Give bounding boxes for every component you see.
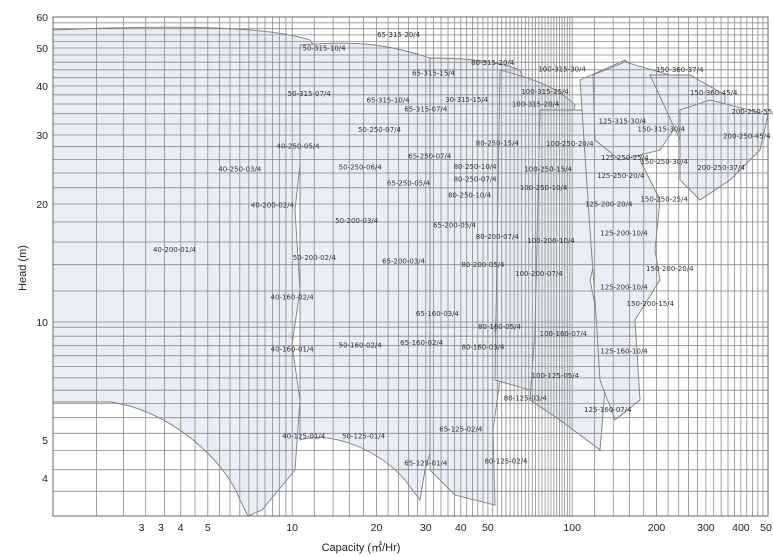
plot-frame: [52, 16, 769, 517]
pump-model-label: 80-125-02/4: [484, 458, 528, 466]
pump-model-label: 65-125-01/4: [404, 460, 448, 468]
pump-model-label: 50-200-03/4: [335, 217, 379, 225]
pump-labels: 40-125-01/4 40-160-01/4 40-160-02/4 40-200-…: [153, 31, 773, 468]
pump-model-label: 40-160-02/4: [271, 294, 315, 302]
pump-model-label: 65-315-15/4: [412, 69, 456, 77]
pump-model-label: 80-250-15/4: [476, 140, 520, 148]
pump-model-label: 150-360-45/4: [690, 89, 738, 97]
pump-region: [52, 26, 331, 517]
pump-model-label: 80-200-07/4: [476, 233, 520, 241]
x-tick-label: 100: [563, 522, 581, 534]
pump-model-label: 125-315-30/4: [599, 118, 647, 126]
pump-model-label: 65-315-07/4: [404, 106, 448, 114]
pump-model-label: 65-315-20/4: [377, 31, 421, 39]
pump-model-label: 65-250-07/4: [408, 153, 452, 161]
pump-model-label: 100-315-20/4: [512, 100, 560, 108]
x-tick-label: 40: [455, 522, 467, 534]
x-tick-label: 3: [139, 522, 145, 534]
y-tick-label: 20: [36, 199, 48, 211]
x-tick-label: 200: [648, 522, 666, 534]
pump-model-label: 50-250-06/4: [339, 164, 383, 172]
pump-model-label: 100-125-05/4: [532, 372, 580, 380]
pump-model-label: 50-200-02/4: [293, 254, 337, 262]
pump-model-label: 150-250-25/4: [640, 196, 688, 204]
pump-model-label: 200-250-37/4: [697, 164, 745, 172]
x-tick-labels: 3 3 4 5 10 20 30 40 50 100 200 300 400 50: [139, 522, 772, 534]
y-tick-label: 40: [36, 81, 48, 93]
pump-model-label: 80-160-05/4: [478, 323, 522, 331]
pump-model-label: 50-125-01/4: [342, 432, 386, 440]
pump-model-label: 125-200-20/4: [585, 201, 633, 209]
pump-model-label: 80-250-10/4: [454, 163, 498, 171]
x-tick-label: 400: [732, 522, 750, 534]
x-tick-label: 5: [205, 522, 211, 534]
grid-lines: [52, 16, 769, 517]
pump-model-label: 50-315-07/4: [288, 90, 332, 98]
pump-model-label: 150-200-15/4: [627, 300, 675, 308]
pump-model-label: 40-200-02/4: [251, 202, 295, 210]
y-tick-label: 4: [42, 473, 48, 485]
pump-model-label: 80-200-05/4: [461, 261, 505, 269]
x-tick-label: 30: [420, 522, 432, 534]
x-tick-label: 4: [178, 522, 184, 534]
pump-model-label: 80-125-03/4: [504, 395, 548, 403]
pump-model-label: 150-200-20/4: [646, 265, 694, 273]
pump-model-label: 40-160-01/4: [271, 346, 315, 354]
pump-model-label: 50-250-07/4: [358, 126, 402, 134]
pump-model-label: 50-160-02/4: [339, 342, 383, 350]
pump-model-label: 100-250-20/4: [546, 140, 594, 148]
pump-model-label: 125-200-10/4: [600, 284, 648, 292]
pump-model-label: 125-250-25/4: [601, 154, 649, 162]
pump-model-label: 65-160-03/4: [416, 310, 460, 318]
pump-model-label: 65-160-02/4: [400, 339, 444, 347]
pump-model-label: 40-125-01/4: [282, 432, 326, 440]
y-axis-label: Head (m): [17, 245, 29, 291]
y-tick-label: 10: [36, 317, 48, 329]
y-tick-label: 5: [42, 435, 48, 447]
pump-model-label: 100-200-07/4: [515, 270, 563, 278]
pump-model-label: 100-200-10/4: [527, 237, 575, 245]
pump-model-label: 125-200-10/4: [600, 230, 648, 238]
pump-model-label: 150-315-30/4: [638, 126, 686, 134]
pump-model-label: 125-160-10/4: [600, 348, 648, 356]
pump-model-label: 40-250-05/4: [277, 143, 321, 151]
pump-model-label: 65-200-05/4: [433, 222, 477, 230]
pump-model-label: 65-200-03/4: [382, 258, 426, 266]
pump-model-label: 65-250-05/4: [387, 180, 431, 188]
x-tick-label: 50: [760, 522, 772, 534]
pump-model-label: 40-250-03/4: [218, 166, 262, 174]
pump-model-label: 40-200-01/4: [153, 246, 197, 254]
pump-region: [679, 99, 769, 201]
x-tick-label: 50: [482, 522, 494, 534]
pump-model-label: 125-250-20/4: [597, 172, 645, 180]
pump-model-label: 100-250-10/4: [520, 184, 568, 192]
x-tick-label: 20: [371, 522, 383, 534]
y-tick-label: 60: [36, 12, 48, 24]
pump-model-label: 100-250-15/4: [524, 166, 572, 174]
pump-model-label: 80-250-10/4: [448, 191, 492, 199]
pump-model-label: 200-250-55/4: [731, 108, 773, 116]
y-tick-labels: 60 50 40 30 20 10 5 4: [36, 12, 48, 485]
pump-model-label: 125-160-07/4: [584, 406, 632, 414]
pump-model-label: 30-315-15/4: [445, 96, 489, 104]
pump-model-label: 65-315-10/4: [367, 97, 411, 105]
pump-model-label: 65-125-02/4: [439, 426, 483, 434]
pump-model-label: 100-160-07/4: [540, 330, 588, 338]
x-axis-label: Capacity (㎥/Hr): [322, 541, 401, 554]
pump-model-label: 200-250-45/4: [723, 132, 771, 140]
pump-model-label: 50-315-10/4: [303, 44, 347, 52]
pump-model-label: 100-315-30/4: [538, 66, 586, 74]
pump-model-label: 150-250-30/4: [640, 158, 688, 166]
y-tick-label: 30: [36, 130, 48, 142]
x-tick-label: 10: [286, 522, 298, 534]
pump-model-label: 80-315-20/4: [471, 59, 515, 67]
pump-model-label: 80-160-03/4: [461, 344, 505, 352]
y-tick-label: 50: [36, 43, 48, 55]
x-tick-label: 300: [697, 522, 715, 534]
pump-model-label: 100-315-25/4: [521, 88, 569, 96]
pump-model-label: 150-360-37/4: [656, 66, 704, 74]
x-tick-label: 3: [158, 522, 164, 534]
pump-model-label: 80-250-07/4: [454, 176, 498, 184]
